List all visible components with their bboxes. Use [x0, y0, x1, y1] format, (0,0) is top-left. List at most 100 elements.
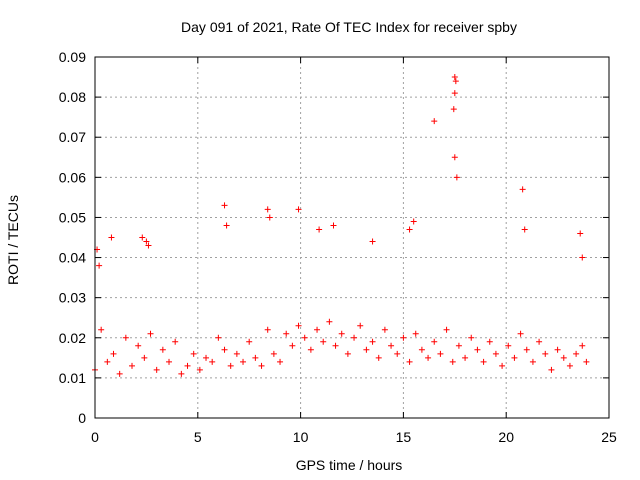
- data-point-marker: [406, 226, 413, 233]
- data-point-marker: [184, 362, 191, 369]
- data-point-marker: [277, 358, 284, 365]
- x-axis-label: GPS time / hours: [296, 457, 403, 473]
- data-point-marker: [449, 358, 456, 365]
- data-point-marker: [529, 358, 536, 365]
- data-point-marker: [326, 318, 333, 325]
- data-point-marker: [357, 322, 364, 329]
- data-point-marker: [579, 254, 586, 261]
- data-point-marker: [499, 362, 506, 369]
- x-tick-label: 15: [396, 429, 412, 445]
- data-point-marker: [451, 74, 458, 81]
- data-point-marker: [227, 362, 234, 369]
- data-point-marker: [431, 118, 438, 125]
- data-point-marker: [344, 350, 351, 357]
- y-tick-label: 0.05: [59, 209, 86, 225]
- data-point-marker: [351, 334, 358, 341]
- data-point-marker: [468, 334, 475, 341]
- data-point-marker: [410, 218, 417, 225]
- data-point-marker: [96, 262, 103, 269]
- data-point-marker: [145, 242, 152, 249]
- data-point-marker: [425, 354, 432, 361]
- y-tick-label: 0.08: [59, 89, 86, 105]
- data-point-marker: [474, 346, 481, 353]
- data-point-marker: [573, 350, 580, 357]
- data-point-marker: [523, 346, 530, 353]
- data-point-marker: [583, 358, 590, 365]
- data-point-marker: [135, 342, 142, 349]
- y-axis-label: ROTI / TECUs: [5, 195, 21, 285]
- data-point-marker: [577, 230, 584, 237]
- x-tick-label: 5: [194, 429, 202, 445]
- data-point-marker: [233, 350, 240, 357]
- data-point-marker: [172, 338, 179, 345]
- data-point-marker: [486, 338, 493, 345]
- y-axis-ticks: 0 0.01 0.02 0.03 0.04 0.05 0.06 0.07 0.08 0.09: [59, 49, 609, 426]
- data-point-marker: [452, 78, 459, 85]
- data-point-marker: [252, 354, 259, 361]
- y-tick-label: 0.03: [59, 290, 86, 306]
- data-point-marker: [246, 338, 253, 345]
- data-point-marker: [289, 342, 296, 349]
- data-point-marker: [388, 342, 395, 349]
- x-tick-label: 25: [601, 429, 617, 445]
- data-point-marker: [209, 358, 216, 365]
- data-point-marker: [455, 342, 462, 349]
- data-point-marker: [320, 338, 327, 345]
- y-tick-label: 0.09: [59, 49, 86, 65]
- data-point-marker: [264, 206, 271, 213]
- data-point-marker: [203, 354, 210, 361]
- data-point-marker: [178, 370, 185, 377]
- data-point-marker: [566, 362, 573, 369]
- data-point-marker: [266, 214, 273, 221]
- y-tick-label: 0.01: [59, 370, 86, 386]
- data-point-marker: [314, 326, 321, 333]
- data-point-marker: [579, 342, 586, 349]
- data-point-marker: [480, 358, 487, 365]
- y-tick-label: 0.07: [59, 129, 86, 145]
- data-point-marker: [116, 370, 123, 377]
- x-axis-ticks: 0 5 10 15 20 25: [91, 57, 617, 445]
- data-point-marker: [147, 330, 154, 337]
- y-tick-label: 0.02: [59, 330, 86, 346]
- data-point-marker: [270, 350, 277, 357]
- data-point-marker: [190, 350, 197, 357]
- chart-title: Day 091 of 2021, Rate Of TEC Index for r…: [181, 19, 517, 35]
- data-point-marker: [221, 202, 228, 209]
- x-tick-label: 20: [498, 429, 514, 445]
- data-point-marker: [159, 346, 166, 353]
- data-point-marker: [560, 354, 567, 361]
- data-point-marker: [451, 90, 458, 97]
- y-tick-label: 0.04: [59, 250, 86, 266]
- data-point-marker: [98, 326, 105, 333]
- data-point-marker: [381, 326, 388, 333]
- data-point-marker: [451, 154, 458, 161]
- data-point-marker: [240, 358, 247, 365]
- data-point-marker: [295, 206, 302, 213]
- data-point-marker: [462, 354, 469, 361]
- data-point-marker: [338, 330, 345, 337]
- data-point-marker: [511, 354, 518, 361]
- data-point-marker: [283, 330, 290, 337]
- data-point-marker: [536, 338, 543, 345]
- data-point-marker: [307, 346, 314, 353]
- data-point-marker: [129, 362, 136, 369]
- data-point-marker: [316, 226, 323, 233]
- data-point-marker: [332, 342, 339, 349]
- data-point-marker: [221, 346, 228, 353]
- data-point-marker: [400, 334, 407, 341]
- grid-lines: [95, 57, 609, 418]
- data-point-marker: [505, 342, 512, 349]
- data-point-marker: [548, 366, 555, 373]
- data-point-marker: [223, 222, 230, 229]
- y-tick-label: 0: [78, 410, 86, 426]
- data-points: [92, 74, 590, 377]
- data-point-marker: [443, 326, 450, 333]
- plot-frame: [94, 56, 610, 419]
- data-point-marker: [521, 226, 528, 233]
- data-point-marker: [375, 354, 382, 361]
- data-point-marker: [453, 174, 460, 181]
- data-point-marker: [437, 350, 444, 357]
- data-point-marker: [153, 366, 160, 373]
- data-point-marker: [122, 334, 129, 341]
- data-point-marker: [406, 358, 413, 365]
